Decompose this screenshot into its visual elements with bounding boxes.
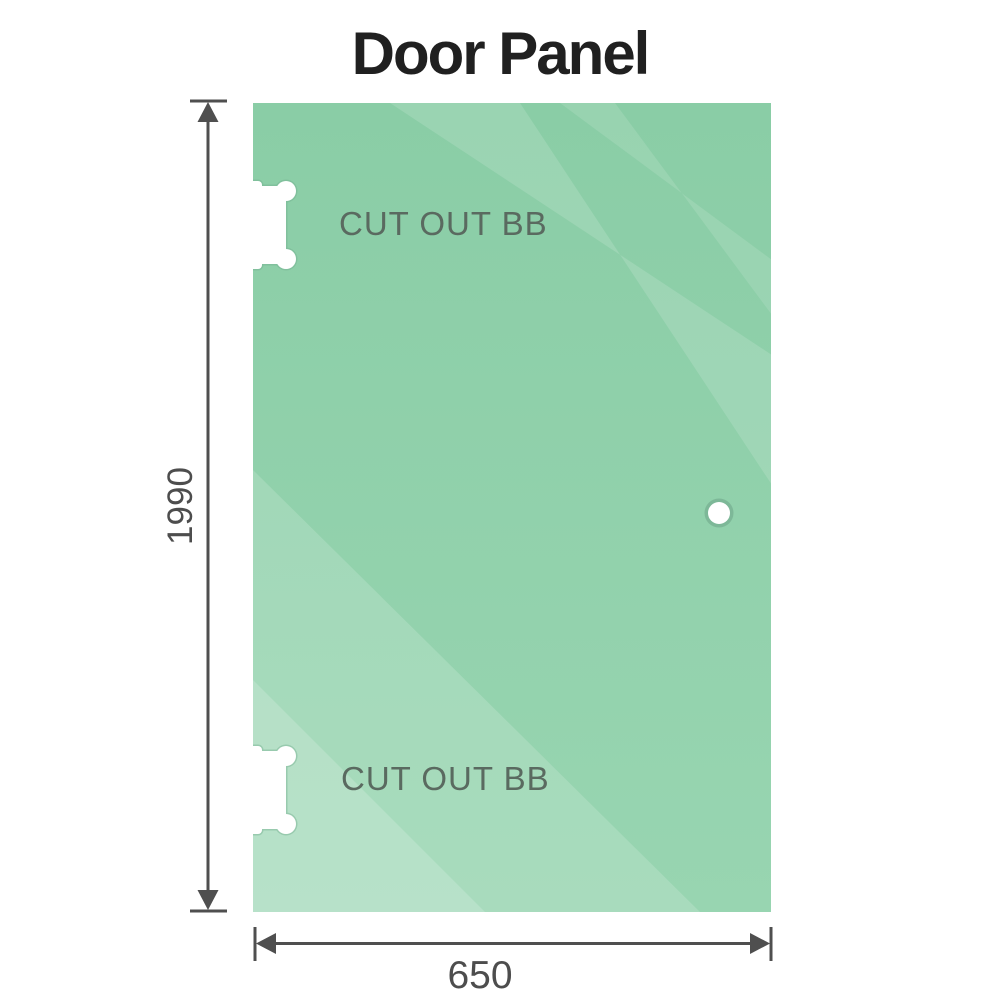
arrow-down-icon (197, 890, 219, 910)
glass-reflection-wedge (253, 680, 485, 912)
hinge-cutout-top (246, 181, 296, 269)
cutout-label-bottom: CUT OUT BB (341, 760, 550, 797)
height-dimension-label: 1990 (161, 467, 200, 545)
glass-reflections (253, 103, 771, 912)
cutout-label-top: CUT OUT BB (339, 205, 548, 242)
width-dimension-label: 650 (447, 954, 513, 997)
glass-panel (253, 103, 771, 912)
arrow-left-icon (256, 933, 276, 954)
width-dimension-line (253, 927, 773, 961)
page-title: Door Panel (351, 20, 651, 87)
height-dimension-line (190, 99, 227, 913)
glass-reflection-wedge (253, 470, 700, 912)
arrow-right-icon (750, 933, 770, 954)
handle-hole (704, 498, 734, 528)
arrow-up-icon (197, 102, 219, 122)
hinge-cutout-bottom (246, 746, 296, 834)
